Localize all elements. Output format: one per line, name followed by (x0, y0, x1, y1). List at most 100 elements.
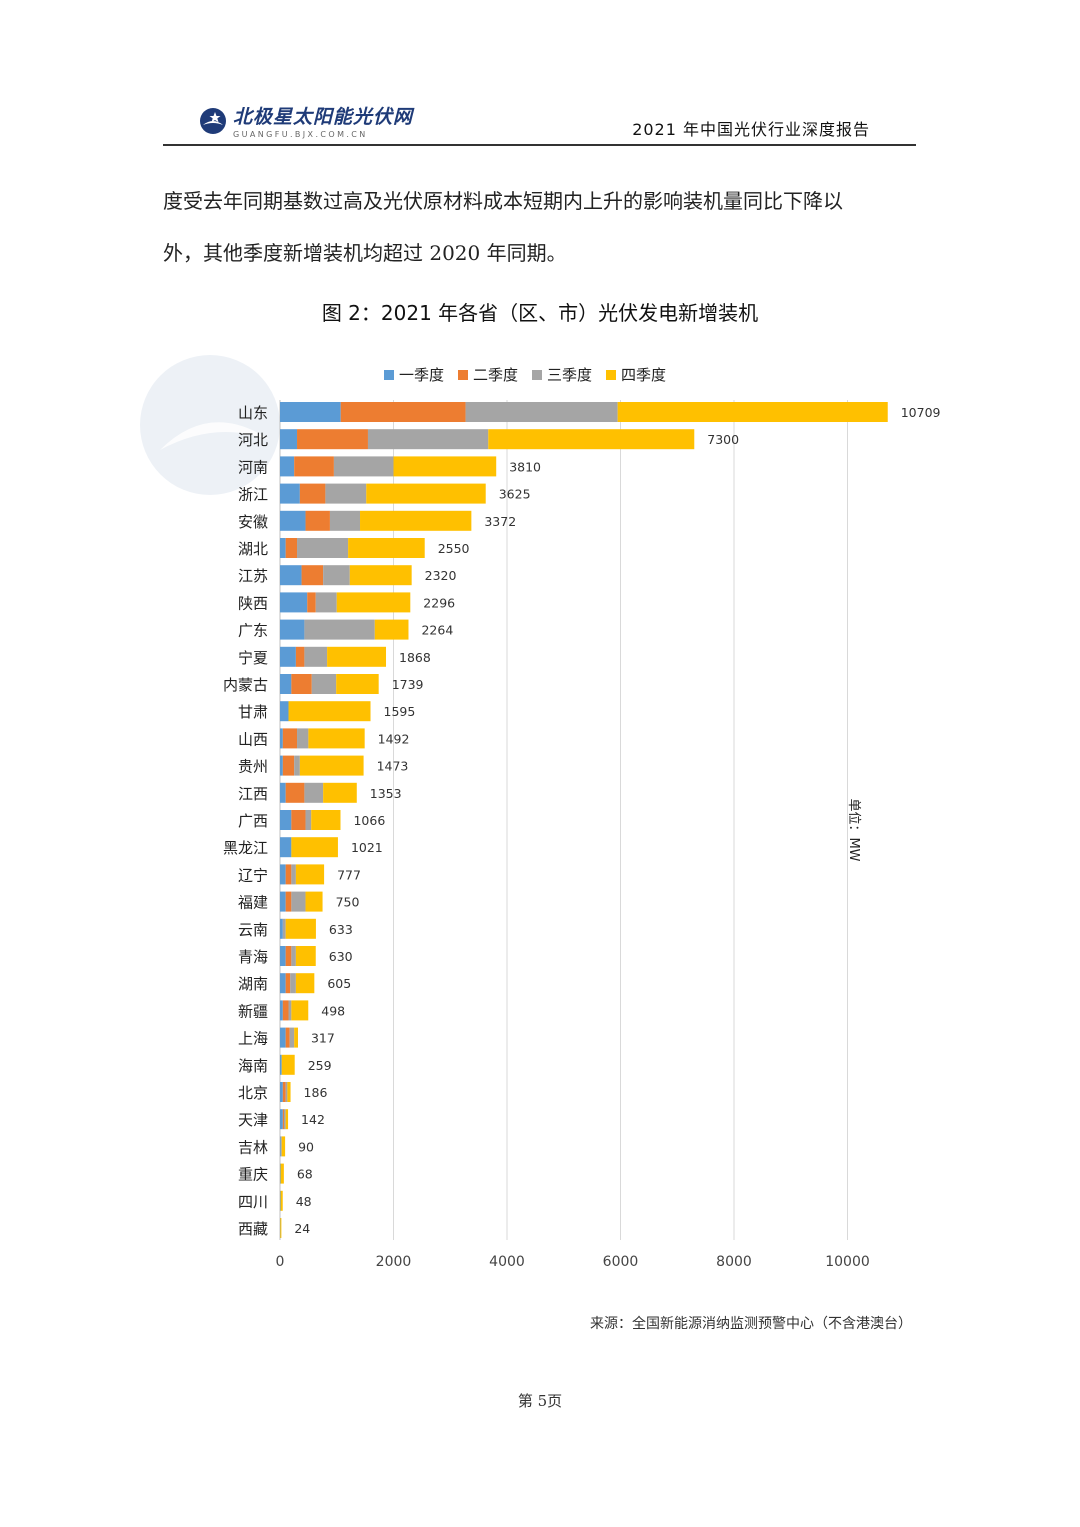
bar-segment (282, 1109, 284, 1130)
category-label: 浙江 (238, 486, 268, 504)
report-title: 2021 年中国光伏行业深度报告 (632, 120, 870, 139)
bar-segment (291, 946, 296, 966)
bar-segment (305, 891, 323, 912)
category-label: 上海 (238, 1030, 268, 1048)
data-label: 1492 (378, 731, 410, 746)
bar-segment (280, 1109, 283, 1130)
legend-item-q1: 一季度 (384, 364, 444, 385)
category-label: 青海 (238, 948, 268, 966)
legend-label-q4: 四季度 (621, 366, 667, 384)
bar-segment (295, 646, 305, 667)
category-label: 内蒙古 (223, 676, 268, 694)
bar-segment (280, 1218, 282, 1238)
bar-segment (285, 1027, 290, 1048)
bar-segment (280, 810, 292, 830)
bar-segment (291, 837, 338, 858)
bar-segment (280, 429, 298, 450)
category-label: 安徽 (238, 513, 268, 531)
bar-segment (280, 565, 302, 586)
bar-segment (285, 918, 316, 939)
bar-segment (295, 864, 325, 885)
category-label: 辽宁 (238, 866, 268, 884)
bar-segment (294, 1027, 298, 1048)
bar-segment (285, 891, 292, 912)
source-note: 来源：全国新能源消纳监测预警中心（不含港澳台） (590, 1316, 912, 1332)
bar-segment (325, 483, 367, 504)
bar-segment (280, 891, 286, 912)
data-label: 7300 (707, 432, 739, 447)
category-label: 四川 (238, 1193, 268, 1211)
bar-segment (285, 782, 305, 803)
bar-segment (360, 510, 472, 531)
category-label: 陕西 (238, 594, 268, 612)
bar-segment (291, 1000, 309, 1021)
bar-segment (282, 918, 286, 939)
x-tick-label: 2000 (376, 1254, 412, 1270)
legend-label-q3: 三季度 (547, 366, 593, 384)
data-label: 1353 (370, 786, 402, 801)
bar-segment (283, 1109, 286, 1130)
bar-segment (393, 456, 497, 477)
category-label: 山西 (238, 730, 268, 748)
bar-segment (285, 1109, 289, 1130)
category-label: 湖南 (238, 975, 268, 993)
bar-segment (329, 510, 361, 531)
bar-segment (285, 1082, 288, 1102)
bar-segment (280, 1163, 284, 1184)
data-label: 2550 (438, 541, 470, 556)
legend-item-q4: 四季度 (606, 364, 666, 385)
bar-segment (311, 674, 337, 694)
category-label: 吉林 (238, 1138, 268, 1156)
bar-segment (280, 755, 283, 776)
bar-segment (288, 701, 371, 722)
category-label: 贵州 (238, 758, 268, 776)
legend-swatch-q4 (606, 369, 617, 380)
bar-segment (366, 483, 486, 504)
logo-icon (199, 107, 227, 135)
bar-segment (280, 1000, 283, 1021)
data-label: 1739 (392, 677, 424, 692)
bar-segment (294, 456, 334, 477)
x-tick-label: 10000 (825, 1254, 870, 1270)
category-label: 海南 (238, 1057, 268, 1075)
bar-segment (308, 728, 365, 749)
bar-segment (297, 429, 368, 450)
category-label: 甘肃 (238, 703, 268, 721)
bar-segment (297, 728, 309, 749)
bar-segment (280, 701, 289, 722)
legend-item-q3: 三季度 (532, 364, 592, 385)
bar-segment (291, 864, 296, 885)
category-label: 广西 (238, 812, 268, 830)
category-label: 天津 (238, 1111, 268, 1129)
category-label: 山东 (238, 404, 268, 422)
category-label: 重庆 (238, 1166, 268, 1184)
legend-label-q1: 一季度 (399, 366, 445, 384)
legend-label-q2: 二季度 (473, 366, 519, 384)
bar-segment (280, 1136, 282, 1157)
x-tick-label: 4000 (489, 1254, 525, 1270)
bar-segment (294, 755, 300, 776)
bar-segment (285, 973, 291, 994)
data-label: 259 (308, 1058, 332, 1073)
logo-name: 北极星太阳能光伏网 (233, 106, 414, 128)
legend-swatch-q1 (384, 369, 394, 380)
bar-segment (280, 837, 292, 858)
category-label: 广东 (238, 622, 268, 640)
bar-segment (282, 1000, 289, 1021)
data-label: 605 (327, 976, 351, 991)
bar-segment (288, 1000, 292, 1021)
bar-segment (280, 1190, 283, 1211)
category-label: 江西 (238, 785, 268, 803)
category-label: 云南 (238, 921, 268, 939)
x-tick-label: 8000 (716, 1254, 752, 1270)
bar-segment (291, 891, 306, 912)
bar-segment (374, 619, 409, 640)
x-tick-label: 0 (276, 1254, 285, 1270)
bar-segment (282, 1082, 286, 1102)
bar-segment (465, 402, 618, 422)
bar-segment (289, 1027, 295, 1048)
data-label: 68 (297, 1167, 313, 1182)
bar-segment (291, 810, 306, 830)
figure-title: 图 2：2021 年各省（区、市）光伏发电新增装机 (321, 301, 759, 325)
